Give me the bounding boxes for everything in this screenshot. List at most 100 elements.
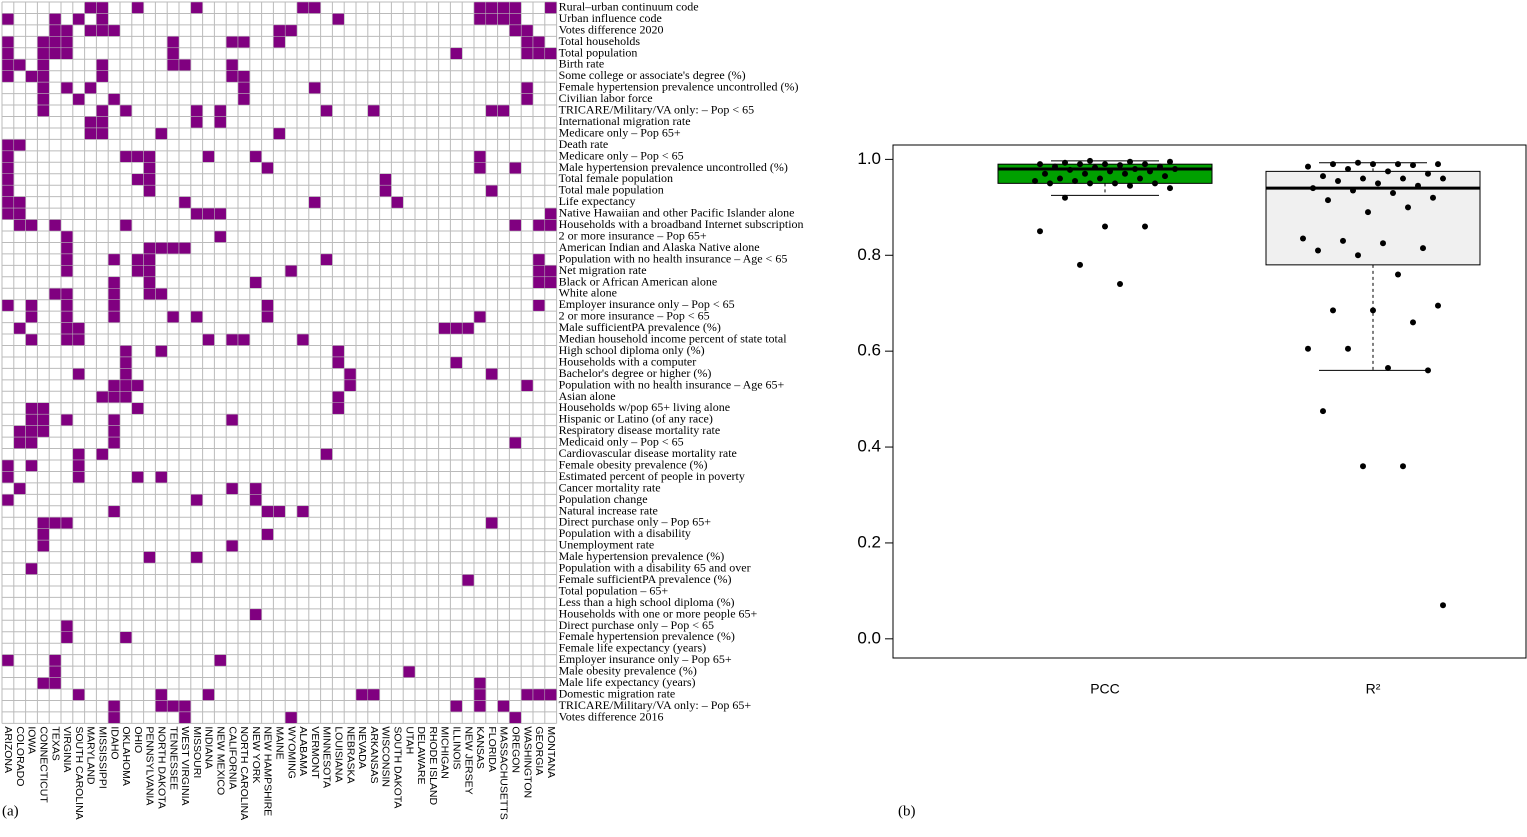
x-tick-label: PCC xyxy=(1090,681,1120,697)
column-label: OKLAHOMA xyxy=(120,726,132,786)
cell xyxy=(225,482,239,495)
column-label: WISCONSIN xyxy=(380,726,392,787)
cell xyxy=(119,104,133,117)
cell xyxy=(119,356,133,369)
row-label: Civilian labor force xyxy=(559,91,653,105)
point xyxy=(1067,166,1073,173)
cell xyxy=(131,265,144,278)
column-label: MICHIGAN xyxy=(439,726,451,779)
cell xyxy=(520,24,534,37)
row-label: Female sufficientPA prevalence (%) xyxy=(559,572,732,586)
row-label: Native Hawaiian and other Pacific Island… xyxy=(559,206,795,220)
point xyxy=(1355,252,1361,259)
cell xyxy=(25,413,38,426)
column-label: SOUTH DAKOTA xyxy=(392,726,404,808)
column-label: WYOMING xyxy=(285,726,297,779)
cell xyxy=(520,379,534,392)
row-label: Households w/pop 65+ living alone xyxy=(559,400,730,414)
cell xyxy=(249,276,262,289)
cell xyxy=(72,688,85,701)
row-label: Male hypertension prevalence (%) xyxy=(559,549,725,563)
cell xyxy=(155,288,168,300)
row-label: Total households xyxy=(559,34,641,48)
cell xyxy=(1,36,15,49)
column-label: MISSISSIPPI xyxy=(97,726,109,788)
cell xyxy=(1,494,15,507)
point xyxy=(1440,602,1446,609)
cell xyxy=(84,81,97,94)
row-label: Rural–urban continuum code xyxy=(559,0,699,13)
cell xyxy=(60,36,74,49)
cell xyxy=(60,288,74,300)
point xyxy=(1405,204,1411,211)
cell xyxy=(1,184,15,197)
column-label: MAINE xyxy=(274,726,286,759)
cell xyxy=(25,299,38,312)
cell xyxy=(1,47,15,60)
row-label: Employer insurance only – Pop < 65 xyxy=(559,297,735,311)
cell xyxy=(25,402,38,415)
cell xyxy=(473,150,487,163)
point xyxy=(1147,168,1153,175)
cell xyxy=(131,253,144,266)
cell xyxy=(544,276,557,289)
cell xyxy=(60,631,74,644)
cell xyxy=(96,448,109,461)
point xyxy=(1042,170,1048,177)
column-label: DELAWARE xyxy=(415,726,427,784)
point xyxy=(1365,209,1371,216)
cell xyxy=(1,59,15,71)
cell xyxy=(119,345,133,358)
row-label: Cancer mortality rate xyxy=(559,480,661,494)
cell xyxy=(119,631,133,644)
cell xyxy=(13,322,26,335)
cell xyxy=(497,104,510,117)
cell xyxy=(214,230,227,243)
cell xyxy=(249,608,262,621)
column-label: FLORIDA xyxy=(486,726,498,772)
cell xyxy=(131,471,144,484)
point xyxy=(1142,223,1148,230)
cell xyxy=(485,104,498,117)
cell xyxy=(155,127,168,140)
cell xyxy=(60,242,74,255)
point xyxy=(1385,364,1391,371)
cell xyxy=(143,265,156,278)
point xyxy=(1127,182,1133,189)
cell xyxy=(143,150,156,163)
point xyxy=(1425,367,1431,374)
cell xyxy=(60,310,74,323)
cell xyxy=(202,333,215,346)
cell xyxy=(131,402,144,415)
point xyxy=(1330,161,1336,168)
cell xyxy=(332,402,345,415)
column-label: NEW YORK xyxy=(250,726,262,783)
cell xyxy=(107,700,121,713)
point xyxy=(1077,261,1083,268)
point xyxy=(1112,180,1118,187)
cell xyxy=(225,539,239,552)
row-label: Life expectancy xyxy=(559,194,636,208)
cell xyxy=(96,13,109,26)
cell xyxy=(461,574,475,587)
cell xyxy=(461,322,475,335)
cell xyxy=(143,162,156,175)
row-label: High school diploma only (%) xyxy=(559,343,705,357)
cell xyxy=(1,70,15,83)
column-label: NORTH CAROLINA xyxy=(238,726,250,820)
cell xyxy=(532,688,546,701)
cell xyxy=(37,104,50,117)
row-label: Unemployment rate xyxy=(559,538,655,552)
cell xyxy=(13,219,26,232)
cell xyxy=(60,47,74,60)
point xyxy=(1102,223,1108,230)
cell xyxy=(25,333,38,346)
column-label: SOUTH CAROLINA xyxy=(73,726,85,819)
cell xyxy=(402,665,416,678)
cell xyxy=(96,1,109,14)
cell xyxy=(166,36,180,49)
point xyxy=(1062,194,1068,201)
row-label: Population change xyxy=(559,492,648,506)
row-label: Male hypertension prevalence uncontrolle… xyxy=(559,160,788,174)
cell xyxy=(296,1,310,14)
